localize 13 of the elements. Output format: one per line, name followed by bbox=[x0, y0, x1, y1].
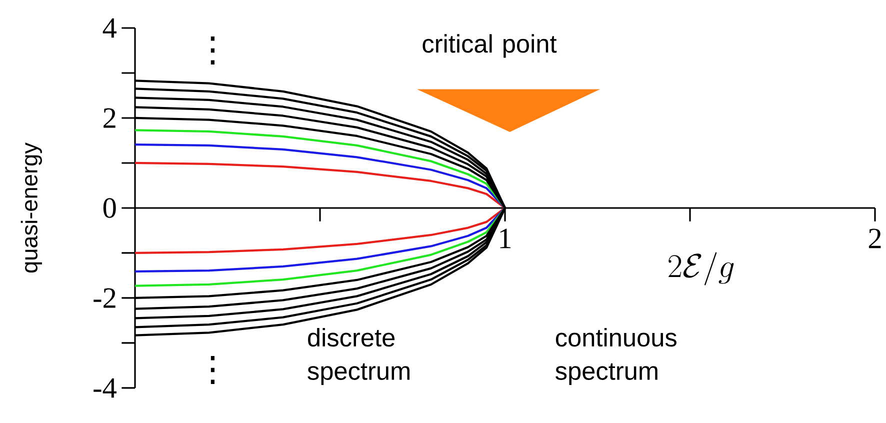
annotation: ⋮ bbox=[210, 36, 214, 64]
x-tick-label: 1 bbox=[500, 228, 511, 248]
y-tick-label: -2 bbox=[94, 288, 116, 308]
annotation: discrete spectrum bbox=[308, 328, 410, 385]
y-tick-label: 4 bbox=[102, 18, 117, 38]
y-tick-label: -4 bbox=[94, 378, 117, 398]
annotation: ⋮ bbox=[210, 356, 214, 384]
annotation: continuous spectrum bbox=[556, 328, 676, 385]
x-axis-title: $2\mathcal{E}/g$ bbox=[668, 252, 734, 286]
y-tick-label: 2 bbox=[104, 108, 116, 128]
y-tick-label: 0 bbox=[103, 198, 116, 218]
annotation: critical point bbox=[422, 34, 557, 58]
y-axis-title: quasi-energy bbox=[20, 142, 42, 273]
